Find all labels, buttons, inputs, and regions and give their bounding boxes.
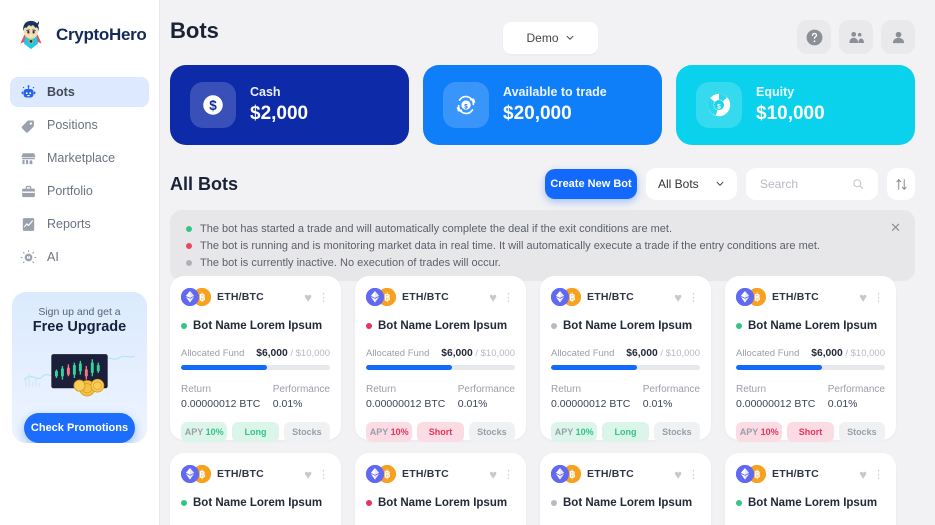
svg-text:$: $: [464, 103, 468, 110]
svg-text:฿: ฿: [199, 470, 205, 481]
svg-text:฿: ฿: [754, 470, 760, 481]
svg-text:฿: ฿: [754, 293, 760, 304]
svg-text:฿: ฿: [384, 293, 390, 304]
svg-text:฿: ฿: [569, 470, 575, 481]
svg-text:฿: ฿: [569, 293, 575, 304]
svg-text:$: $: [717, 104, 721, 111]
svg-text:$: $: [209, 98, 217, 113]
svg-text:฿: ฿: [384, 470, 390, 481]
svg-text:฿: ฿: [199, 293, 205, 304]
